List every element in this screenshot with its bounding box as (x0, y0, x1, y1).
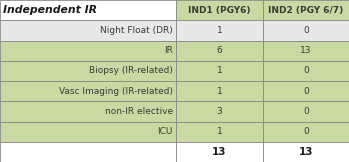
Text: 13: 13 (212, 147, 227, 157)
Bar (176, 142, 263, 162)
Text: Night Float (DR): Night Float (DR) (100, 26, 173, 35)
Bar (263, 81, 349, 101)
Text: 6: 6 (217, 46, 222, 55)
Bar (263, 101, 349, 122)
Bar (176, 20, 263, 40)
Text: IND1 (PGY6): IND1 (PGY6) (188, 6, 251, 15)
Bar (0, 61, 176, 81)
Bar (0, 122, 176, 142)
Text: 0: 0 (303, 87, 309, 96)
Text: 1: 1 (217, 87, 222, 96)
Text: 0: 0 (303, 127, 309, 136)
Bar (176, 40, 263, 61)
Text: IND2 (PGY 6/7): IND2 (PGY 6/7) (268, 6, 343, 15)
Text: Independent IR: Independent IR (3, 5, 97, 15)
Bar (0, 20, 176, 40)
Text: 0: 0 (303, 107, 309, 116)
Bar (263, 142, 349, 162)
Bar (176, 122, 263, 142)
Bar (263, 122, 349, 142)
Bar (263, 20, 349, 40)
Bar (176, 81, 263, 101)
Bar (0, 0, 176, 20)
Text: IR: IR (164, 46, 173, 55)
Text: 13: 13 (300, 46, 312, 55)
Text: 0: 0 (303, 26, 309, 35)
Bar (176, 101, 263, 122)
Text: 1: 1 (217, 127, 222, 136)
Bar (263, 40, 349, 61)
Text: non-IR elective: non-IR elective (105, 107, 173, 116)
Bar (176, 0, 263, 20)
Text: 3: 3 (217, 107, 222, 116)
Text: 0: 0 (303, 66, 309, 75)
Text: Vasc Imaging (IR-related): Vasc Imaging (IR-related) (59, 87, 173, 96)
Text: Biopsy (IR-related): Biopsy (IR-related) (89, 66, 173, 75)
Bar (0, 40, 176, 61)
Bar (176, 61, 263, 81)
Text: 13: 13 (299, 147, 313, 157)
Bar (0, 142, 176, 162)
Bar (0, 101, 176, 122)
Text: 1: 1 (217, 66, 222, 75)
Bar (263, 0, 349, 20)
Bar (263, 61, 349, 81)
Bar (0, 81, 176, 101)
Text: ICU: ICU (157, 127, 173, 136)
Text: 1: 1 (217, 26, 222, 35)
